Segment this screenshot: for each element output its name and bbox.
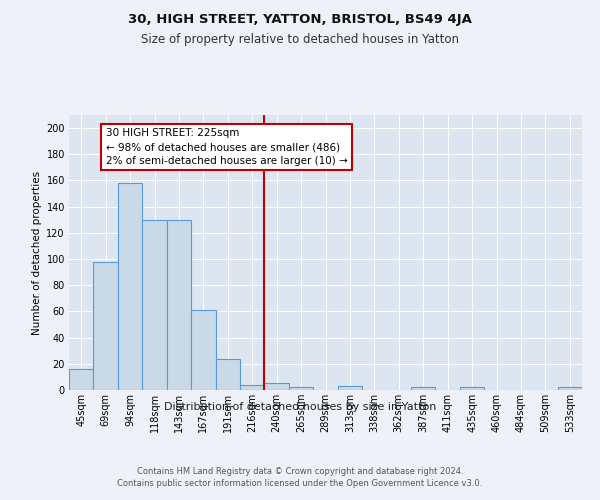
Y-axis label: Number of detached properties: Number of detached properties — [32, 170, 42, 334]
Text: Distribution of detached houses by size in Yatton: Distribution of detached houses by size … — [164, 402, 436, 412]
Bar — [118, 183, 142, 390]
Bar — [338, 386, 362, 390]
Bar — [240, 385, 265, 390]
Bar — [94, 262, 118, 390]
Bar — [69, 369, 94, 390]
Bar — [167, 220, 191, 390]
Bar — [289, 388, 313, 390]
Text: 30 HIGH STREET: 225sqm
← 98% of detached houses are smaller (486)
2% of semi-det: 30 HIGH STREET: 225sqm ← 98% of detached… — [106, 128, 347, 166]
Bar — [460, 388, 484, 390]
Bar — [215, 358, 240, 390]
Bar — [265, 384, 289, 390]
Text: 30, HIGH STREET, YATTON, BRISTOL, BS49 4JA: 30, HIGH STREET, YATTON, BRISTOL, BS49 4… — [128, 12, 472, 26]
Bar — [411, 388, 436, 390]
Bar — [191, 310, 215, 390]
Bar — [557, 388, 582, 390]
Text: Size of property relative to detached houses in Yatton: Size of property relative to detached ho… — [141, 32, 459, 46]
Bar — [142, 220, 167, 390]
Text: Contains HM Land Registry data © Crown copyright and database right 2024.
Contai: Contains HM Land Registry data © Crown c… — [118, 466, 482, 487]
